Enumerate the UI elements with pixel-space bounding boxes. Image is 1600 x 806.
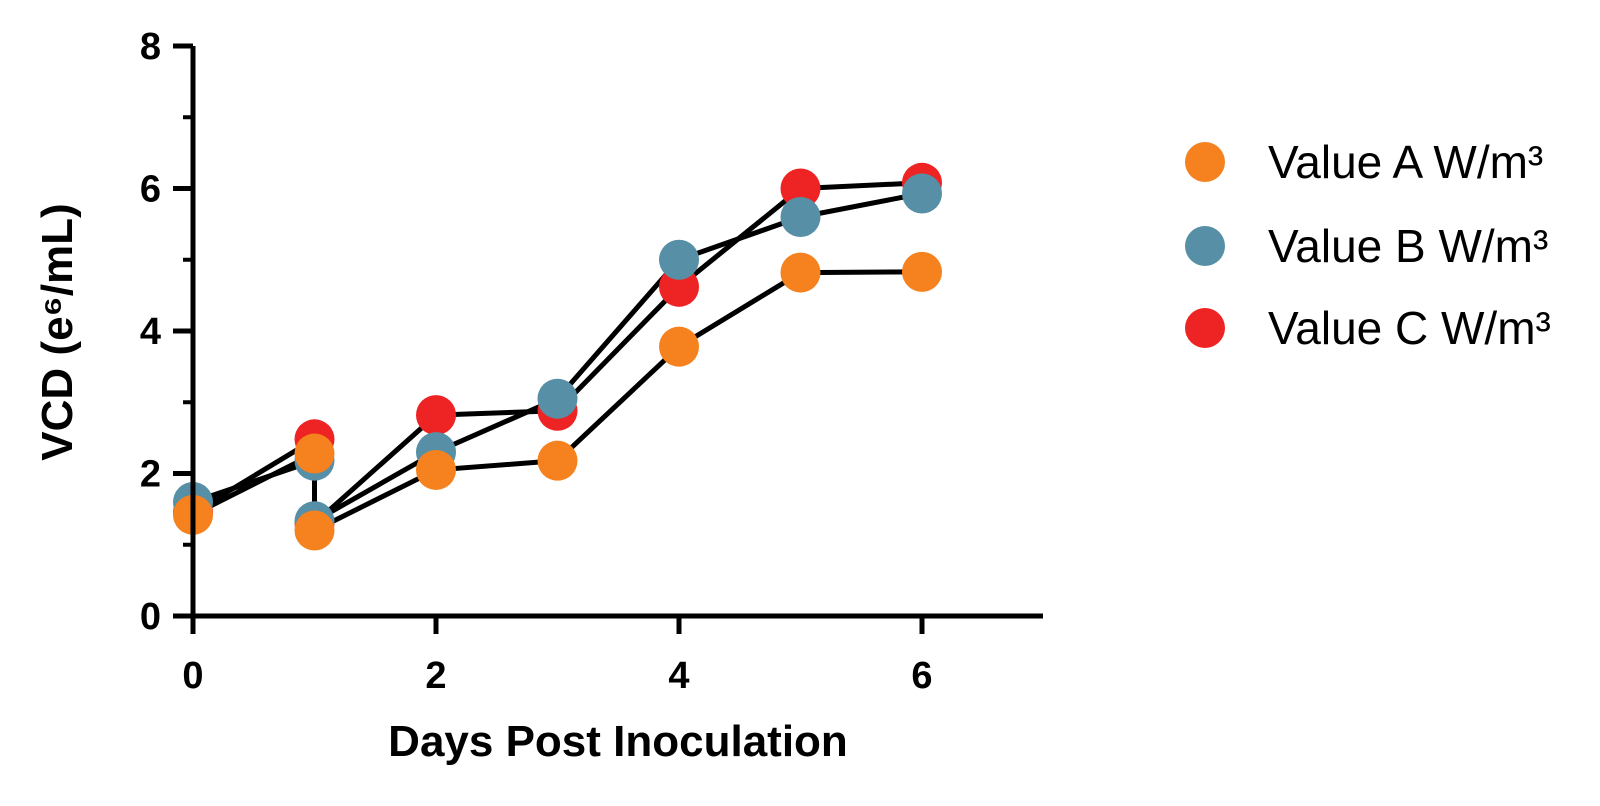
legend-marker: [1185, 308, 1225, 348]
data-point: [780, 197, 821, 237]
x-axis-title: Days Post Inoculation: [388, 717, 848, 766]
y-tick-label: 0: [140, 596, 161, 638]
data-point: [416, 395, 456, 436]
y-tick-label: 2: [140, 454, 161, 496]
legend: Value A W/m³ Value B W/m³ Value C W/m³: [1185, 136, 1551, 354]
data-point: [659, 239, 699, 280]
ticks: 0 2 4 6 8 0 2 4 6: [140, 26, 933, 697]
x-tick-label: 2: [425, 655, 446, 697]
legend-marker: [1185, 226, 1225, 266]
x-tick-label: 4: [668, 655, 689, 697]
data-point: [416, 449, 456, 490]
data-point: [659, 326, 699, 367]
series-points: [173, 162, 942, 551]
data-point: [780, 168, 821, 209]
data-point: [780, 252, 821, 293]
legend-label: Value A W/m³: [1268, 136, 1543, 188]
y-axis-title: VCD (e⁶/mL): [33, 203, 82, 460]
legend-label: Value C W/m³: [1268, 302, 1551, 354]
data-point: [537, 440, 578, 481]
legend-label: Value B W/m³: [1268, 220, 1548, 272]
y-tick-label: 4: [140, 311, 161, 353]
data-point: [537, 378, 578, 419]
data-point: [902, 173, 942, 214]
legend-marker: [1185, 142, 1225, 182]
data-point: [902, 251, 942, 292]
y-tick-label: 8: [140, 26, 161, 68]
x-tick-label: 0: [182, 655, 203, 697]
x-tick-label: 6: [911, 655, 932, 697]
data-point: [294, 433, 335, 474]
data-point: [294, 510, 335, 551]
y-tick-label: 6: [140, 169, 161, 211]
